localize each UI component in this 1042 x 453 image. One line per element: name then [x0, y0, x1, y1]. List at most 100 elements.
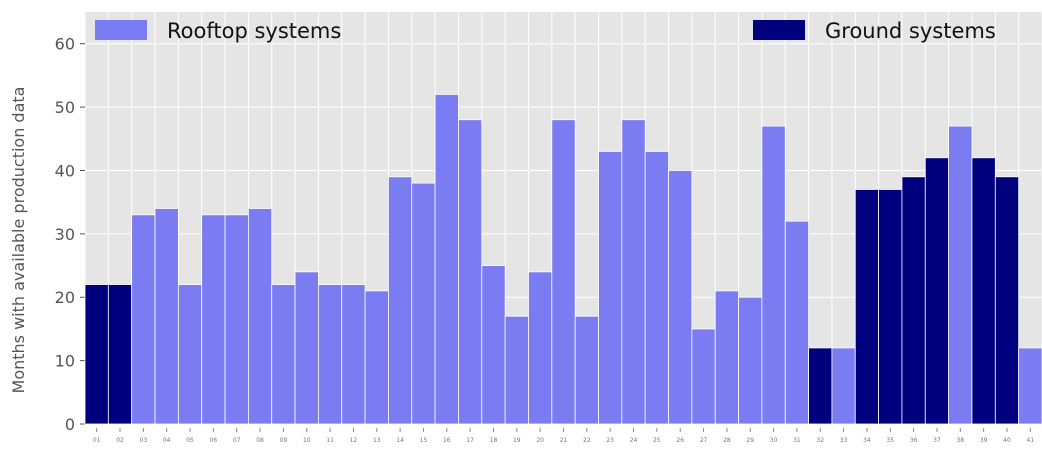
- x-tick-label: 02: [116, 437, 124, 444]
- x-tick-label: 04: [163, 437, 171, 444]
- x-tick-label: 35: [886, 437, 894, 444]
- bar-19: [504, 315, 529, 425]
- x-tick-label: 19: [513, 437, 521, 444]
- x-tick-label: 34: [863, 437, 871, 444]
- bar-37: [924, 157, 950, 425]
- y-axis-ticks: 0 10 20 30 40 50 60: [55, 35, 85, 434]
- bar-24: [621, 119, 646, 425]
- bar-30: [761, 125, 786, 425]
- bars: [84, 94, 1042, 425]
- x-tick-label: 28: [723, 437, 731, 444]
- legend-label-rooftop: Rooftop systems: [167, 19, 341, 43]
- x-tick-label: 29: [746, 437, 754, 444]
- x-tick-label: 01: [93, 437, 101, 444]
- y-axis-label: Months with available production data: [9, 87, 28, 394]
- bar-06: [201, 214, 226, 425]
- bar-15: [411, 182, 436, 425]
- bar-25: [644, 151, 669, 425]
- x-tick-label: 25: [653, 437, 661, 444]
- bar-18: [481, 265, 506, 425]
- x-tick-label: 40: [1003, 437, 1011, 444]
- x-tick-label: 13: [373, 437, 381, 444]
- bar-01: [84, 284, 109, 425]
- x-tick-label: 05: [186, 437, 194, 444]
- bar-39: [971, 157, 996, 425]
- x-tick-label: 30: [770, 437, 778, 444]
- bar-04: [154, 208, 179, 425]
- x-tick-label: 06: [210, 437, 218, 444]
- x-tick-label: 33: [840, 437, 848, 444]
- x-tick-label: 09: [280, 437, 288, 444]
- bar-11: [318, 284, 343, 425]
- bar-23: [598, 151, 623, 425]
- x-tick-label: 21: [560, 437, 568, 444]
- x-tick-label: 41: [1027, 437, 1035, 444]
- x-tick-label: 17: [466, 437, 474, 444]
- x-tick-label: 15: [420, 437, 428, 444]
- bar-14: [388, 176, 413, 425]
- y-tick-label: 50: [55, 98, 75, 117]
- x-tick-label: 27: [700, 437, 708, 444]
- x-tick-label: 20: [536, 437, 544, 444]
- bar-13: [364, 290, 389, 425]
- y-tick-label: 40: [55, 161, 75, 180]
- x-tick-label: 16: [443, 437, 451, 444]
- x-tick-label: 18: [490, 437, 498, 444]
- x-tick-label: 11: [326, 437, 334, 444]
- bar-38: [948, 125, 973, 425]
- bar-07: [224, 214, 249, 425]
- x-tick-label: 39: [980, 437, 988, 444]
- bar-34: [854, 189, 880, 425]
- bar-22: [574, 315, 599, 425]
- x-tick-label: 23: [606, 437, 614, 444]
- bar-20: [528, 271, 553, 425]
- legend-item-ground: Ground systems: [753, 19, 996, 43]
- x-tick-label: 32: [816, 437, 824, 444]
- y-tick-label: 20: [55, 288, 75, 307]
- bar-10: [294, 271, 319, 425]
- bar-16: [434, 94, 459, 425]
- bar-12: [341, 284, 366, 425]
- bar-41: [1018, 347, 1042, 425]
- y-tick-label: 60: [55, 35, 75, 54]
- bar-17: [458, 119, 483, 425]
- bar-36: [901, 176, 926, 425]
- bar-35: [878, 189, 903, 425]
- x-tick-label: 37: [933, 437, 941, 444]
- bar-21: [551, 119, 576, 425]
- x-tick-label: 24: [630, 437, 638, 444]
- bar-05: [177, 284, 203, 425]
- bar-32: [808, 347, 833, 425]
- bar-09: [271, 284, 296, 425]
- x-tick-label: 12: [350, 437, 358, 444]
- x-tick-label: 14: [396, 437, 404, 444]
- bar-31: [784, 220, 809, 425]
- x-tick-label: 08: [256, 437, 264, 444]
- x-axis-ticks: 01 02 03 04 05 06 07 08 09 10 11 12 13 14 15 16 17 18 19 20…: [93, 428, 1034, 444]
- x-tick-label: 31: [793, 437, 801, 444]
- y-tick-label: 10: [55, 352, 75, 371]
- x-tick-label: 03: [140, 437, 148, 444]
- x-tick-label: 38: [956, 437, 964, 444]
- legend-swatch-rooftop: [95, 20, 147, 40]
- x-tick-label: 10: [303, 437, 311, 444]
- bar-26: [668, 170, 693, 425]
- legend: Rooftop systems Ground systems: [95, 19, 996, 43]
- x-tick-label: 36: [910, 437, 918, 444]
- bar-28: [714, 290, 739, 425]
- x-tick-label: 07: [233, 437, 241, 444]
- legend-item-rooftop: Rooftop systems: [95, 19, 341, 43]
- legend-label-ground: Ground systems: [825, 19, 996, 43]
- legend-swatch-ground: [753, 20, 805, 40]
- y-tick-label: 0: [65, 415, 75, 434]
- x-tick-label: 22: [583, 437, 591, 444]
- bar-03: [131, 214, 156, 425]
- x-tick-label: 26: [676, 437, 684, 444]
- bar-02: [107, 284, 133, 425]
- bar-27: [691, 328, 716, 425]
- bar-40: [994, 176, 1020, 425]
- bar-08: [247, 208, 273, 425]
- bar-29: [738, 296, 763, 425]
- y-tick-label: 30: [55, 225, 75, 244]
